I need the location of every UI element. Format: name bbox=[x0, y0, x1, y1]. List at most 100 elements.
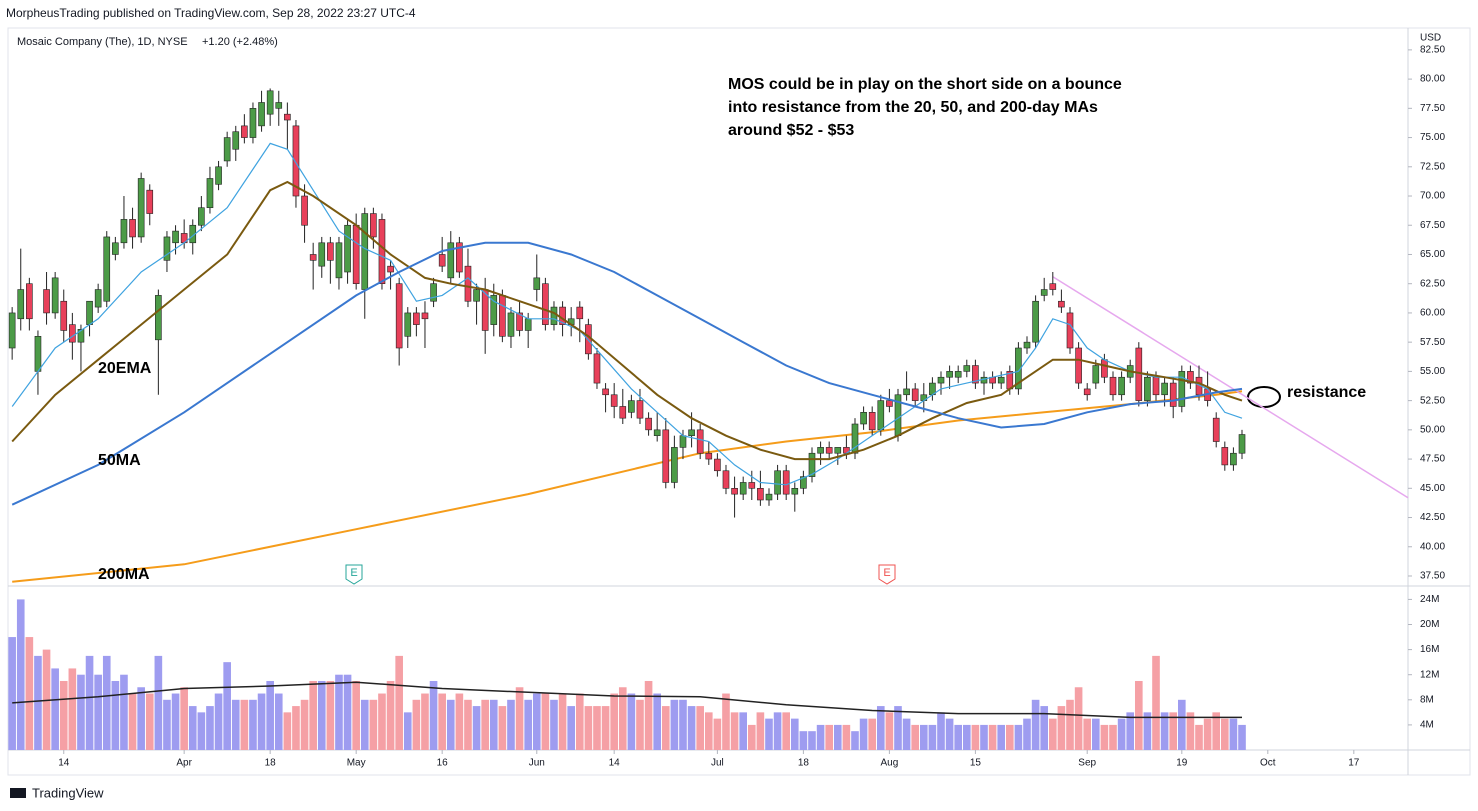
candle-body bbox=[284, 113, 291, 121]
volume-bar bbox=[1160, 712, 1169, 750]
volume-bar bbox=[378, 693, 386, 750]
candle-body bbox=[963, 365, 971, 372]
ma-label: 50MA bbox=[98, 452, 141, 469]
volume-bar bbox=[704, 712, 713, 750]
candle-body bbox=[1015, 347, 1022, 390]
volume-bar bbox=[851, 731, 859, 750]
volume-bar bbox=[550, 699, 558, 750]
volume-bar bbox=[610, 693, 618, 750]
volume-bar bbox=[739, 712, 747, 750]
volume-bar bbox=[816, 724, 825, 750]
logo-icon bbox=[10, 788, 26, 798]
volume-bar bbox=[145, 693, 154, 750]
candle-body bbox=[34, 336, 42, 372]
x-tick-label: Oct bbox=[1260, 758, 1276, 769]
candle-body bbox=[112, 242, 119, 255]
candle-body bbox=[69, 324, 76, 343]
y-tick-label: 16M bbox=[1420, 644, 1439, 655]
volume-bar bbox=[713, 718, 722, 750]
candle-body bbox=[94, 289, 102, 308]
candle-body bbox=[662, 429, 670, 483]
volume-bar bbox=[300, 699, 309, 750]
volume-bar bbox=[593, 706, 601, 750]
candle-body bbox=[516, 312, 523, 331]
candle-body bbox=[619, 406, 627, 419]
volume-bar bbox=[971, 724, 980, 750]
candle-body bbox=[1058, 300, 1065, 308]
candle-body bbox=[1066, 312, 1074, 349]
volume-bar bbox=[197, 712, 206, 750]
candle-body bbox=[275, 102, 283, 109]
volume-bar bbox=[842, 724, 851, 750]
symbol: Mosaic Company (The), 1D, NYSE bbox=[17, 36, 188, 48]
volume-bar bbox=[360, 699, 369, 750]
annotation: into resistance from the 20, 50, and 200… bbox=[728, 99, 1098, 116]
candle-body bbox=[1169, 382, 1177, 407]
frame bbox=[7, 27, 1471, 776]
candle-body bbox=[120, 219, 128, 244]
volume-bar bbox=[808, 731, 816, 750]
y-tick-label: 75.00 bbox=[1420, 132, 1445, 143]
volume-bar bbox=[988, 724, 997, 750]
volume-bar bbox=[1212, 712, 1221, 750]
candle-body bbox=[438, 254, 446, 267]
volume-bar bbox=[68, 668, 77, 750]
candle-body bbox=[249, 108, 257, 138]
volume-bar bbox=[1238, 724, 1246, 750]
candle-body bbox=[17, 289, 25, 320]
volume-bar bbox=[1048, 718, 1057, 750]
volume-bar bbox=[1005, 724, 1014, 750]
candle-body bbox=[456, 242, 463, 273]
volume-bar bbox=[601, 706, 610, 750]
candle-body bbox=[413, 312, 420, 325]
y-tick-label: 57.50 bbox=[1420, 337, 1445, 348]
candle-body bbox=[1212, 417, 1220, 442]
candle-body bbox=[868, 412, 876, 431]
candle-body bbox=[748, 482, 756, 489]
candle-body bbox=[954, 371, 962, 378]
ma-label: 200MA bbox=[98, 566, 150, 583]
volume-bar bbox=[524, 699, 532, 750]
volume-bar bbox=[317, 680, 326, 750]
annotation: around $52 - $53 bbox=[728, 122, 854, 139]
candle-body bbox=[782, 470, 790, 495]
x-tick-label: 16 bbox=[437, 758, 449, 769]
volume-bar bbox=[661, 706, 670, 750]
candle-body bbox=[774, 470, 781, 495]
volume-bar bbox=[911, 724, 920, 750]
volume-bar bbox=[644, 680, 653, 750]
candle-body bbox=[155, 295, 162, 341]
earnings-marker[interactable]: E bbox=[345, 564, 363, 585]
volume-bar bbox=[1091, 718, 1100, 750]
candle-body bbox=[696, 429, 704, 454]
volume-bar bbox=[859, 718, 868, 750]
change: +1.20 (+2.48%) bbox=[202, 36, 278, 48]
candle-body bbox=[335, 242, 343, 279]
candle-body bbox=[146, 189, 154, 214]
volume-bar bbox=[790, 718, 799, 750]
candle-body bbox=[404, 312, 412, 337]
volume-bar bbox=[1040, 706, 1049, 750]
volume-bar bbox=[868, 718, 877, 750]
volume-bar bbox=[765, 718, 773, 750]
candle-body bbox=[817, 447, 824, 454]
volume-bar bbox=[636, 699, 644, 750]
candle-body bbox=[232, 131, 240, 150]
x-tick-label: Apr bbox=[176, 758, 192, 769]
earnings-letter: E bbox=[350, 567, 357, 579]
volume-bar bbox=[747, 724, 756, 750]
volume-bar bbox=[34, 655, 42, 750]
volume-bar bbox=[464, 699, 472, 750]
candle-body bbox=[163, 236, 171, 261]
volume-bar bbox=[756, 712, 765, 750]
candle-body bbox=[860, 412, 867, 425]
candle-body bbox=[791, 488, 799, 495]
earnings-marker[interactable]: E bbox=[878, 564, 896, 585]
volume-bar bbox=[507, 699, 515, 750]
volume-bar bbox=[489, 699, 498, 750]
volume-bar bbox=[343, 674, 352, 750]
y-tick-label: 4M bbox=[1420, 720, 1434, 731]
volume-bar bbox=[1031, 699, 1040, 750]
volume-bar bbox=[902, 718, 911, 750]
volume-bar bbox=[1023, 718, 1031, 750]
